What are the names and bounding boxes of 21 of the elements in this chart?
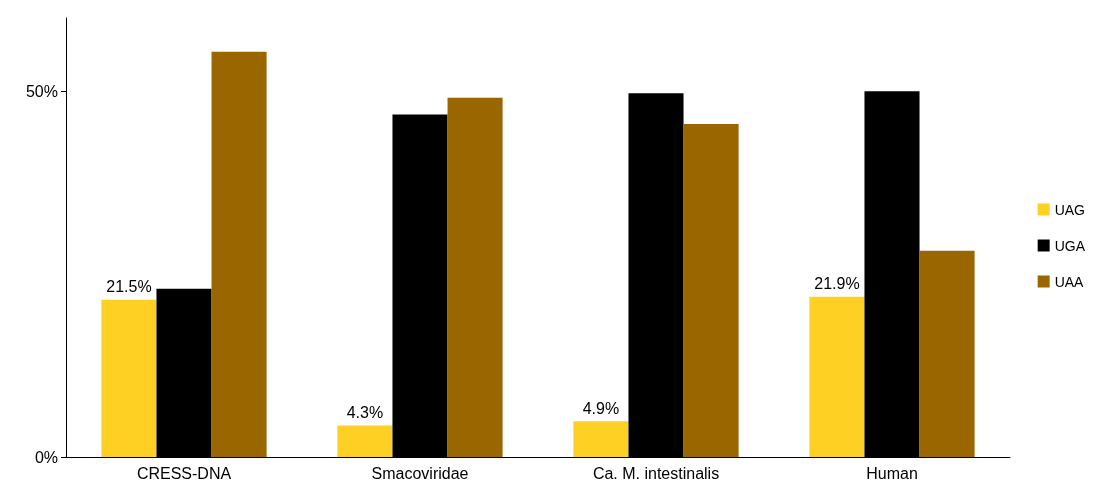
x-tick-label: CRESS-DNA xyxy=(136,464,232,482)
bar xyxy=(573,421,629,457)
legend-label: UAG xyxy=(1054,201,1086,218)
legend-label: UAA xyxy=(1054,273,1085,290)
bar xyxy=(919,250,975,457)
data-label: 4.3% xyxy=(346,404,384,422)
data-label: 21.5% xyxy=(106,278,152,296)
data-label: 4.9% xyxy=(582,399,620,417)
x-tick-label: Smacoviridae xyxy=(371,464,469,482)
x-tick-label: Ca. M. intestinalis xyxy=(592,464,720,482)
bar xyxy=(337,425,393,457)
y-tick-label: 50% xyxy=(25,82,58,100)
y-tick-label: 0% xyxy=(34,448,58,466)
bar xyxy=(809,296,865,457)
bar xyxy=(447,97,503,457)
x-tick-label: Human xyxy=(866,464,918,482)
bar xyxy=(211,51,267,457)
bar xyxy=(683,124,739,457)
bar xyxy=(101,299,157,457)
legend-label: UGA xyxy=(1054,237,1086,254)
data-label: 21.9% xyxy=(814,275,860,293)
